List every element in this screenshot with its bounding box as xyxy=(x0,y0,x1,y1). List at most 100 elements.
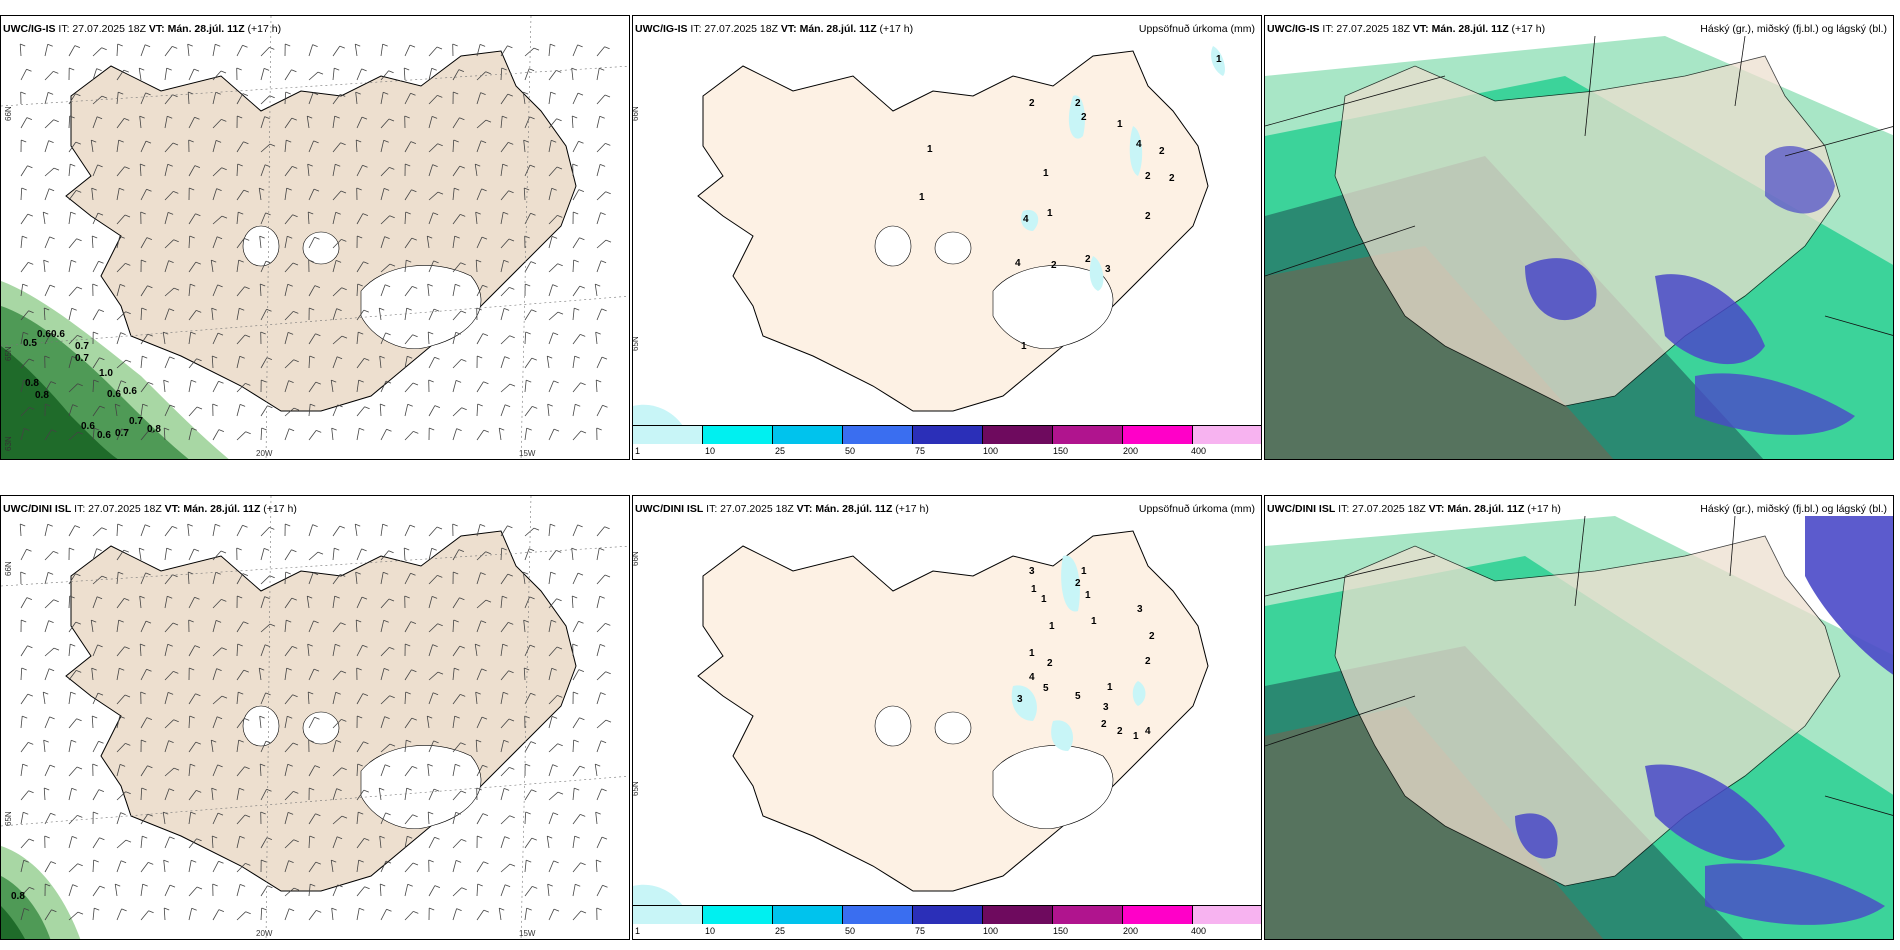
value-label: 3 xyxy=(1105,264,1111,275)
wind-map-canvas xyxy=(1,496,629,939)
value-label: 5 xyxy=(1043,683,1049,694)
value-label: 1 xyxy=(1043,168,1049,179)
cloud-map-canvas xyxy=(1265,515,1893,939)
value-label: 1 xyxy=(927,144,933,155)
value-label: 2 xyxy=(1085,254,1091,265)
colorbar-cell xyxy=(1053,426,1123,444)
colorbar-cell xyxy=(703,906,773,924)
colorbar-label: 1 xyxy=(635,926,641,936)
lat-label: 66N xyxy=(632,106,640,121)
colorbar-label: 400 xyxy=(1191,926,1207,936)
precip-colorbar: 1 10 25 50 75 100 150 200 400 xyxy=(633,425,1261,459)
cloud-map-panel-igis: UWC/IG-IS IT: 27.07.2025 18Z VT: Mán. 28… xyxy=(1264,15,1894,460)
value-label: 5 xyxy=(1075,691,1081,702)
value-label: 1 xyxy=(1107,682,1113,693)
value-label: 0.7 xyxy=(75,341,89,352)
precip-map-panel-dini: UWC/DINI ISL IT: 27.07.2025 18Z VT: Mán.… xyxy=(632,495,1262,940)
value-label: 2 xyxy=(1117,726,1123,737)
colorbar-cell xyxy=(633,426,703,444)
lat-label: 65N xyxy=(4,811,13,826)
value-label: 0.6 xyxy=(37,329,51,340)
wind-map-canvas xyxy=(1,16,629,459)
colorbar-cell xyxy=(843,426,913,444)
lon-label: 15W xyxy=(519,929,536,938)
colorbar-cell xyxy=(773,426,843,444)
precip-map-canvas xyxy=(633,46,1225,427)
value-label: 4 xyxy=(1145,726,1151,737)
lat-label: 65N xyxy=(4,346,13,361)
value-label: 1 xyxy=(1021,341,1027,352)
precip-map-panel-igis: UWC/IG-IS IT: 27.07.2025 18Z VT: Mán. 28… xyxy=(632,15,1262,460)
value-label: 0.8 xyxy=(11,891,25,902)
panel-title: UWC/IG-IS IT: 27.07.2025 18Z VT: Mán. 28… xyxy=(635,23,914,35)
value-label: 2 xyxy=(1149,631,1155,642)
value-label: 3 xyxy=(1029,566,1035,577)
value-label: 2 xyxy=(1029,98,1035,109)
value-label: 0.7 xyxy=(115,428,129,439)
colorbar-cell xyxy=(633,906,703,924)
cloud-map-canvas xyxy=(1265,35,1893,459)
panel-title: UWC/DINI ISL IT: 27.07.2025 18Z VT: Mán.… xyxy=(1267,503,1561,515)
colorbar-label: 10 xyxy=(705,446,716,456)
value-label: 1 xyxy=(1133,731,1139,742)
colorbar-label: 25 xyxy=(775,926,786,936)
colorbar-label: 10 xyxy=(705,926,716,936)
colorbar-cell xyxy=(843,906,913,924)
wind-map-panel-dini: UWC/DINI ISL IT: 27.07.2025 18Z VT: Mán.… xyxy=(0,495,630,940)
colorbar-label: 75 xyxy=(915,446,926,456)
value-label: 0.6 xyxy=(107,389,121,400)
colorbar-cell xyxy=(913,426,983,444)
value-label: 3 xyxy=(1103,702,1109,713)
colorbar-label: 50 xyxy=(845,926,856,936)
value-label: 2 xyxy=(1051,260,1057,271)
lon-label: 20W xyxy=(256,449,273,458)
lat-label: 65N xyxy=(632,781,640,796)
value-label: 1.0 xyxy=(99,368,113,379)
colorbar-label: 25 xyxy=(775,446,786,456)
wind-map-panel-igis: UWC/IG-IS IT: 27.07.2025 18Z VT: Mán. 28… xyxy=(0,15,630,460)
value-label: 2 xyxy=(1145,171,1151,182)
lon-label: 20W xyxy=(256,929,273,938)
precip-map-canvas xyxy=(633,530,1209,907)
value-label: 0.8 xyxy=(35,390,49,401)
value-label: 2 xyxy=(1145,211,1151,222)
colorbar-label: 150 xyxy=(1053,446,1069,456)
value-label: 0.6 xyxy=(51,329,65,340)
value-label: 4 xyxy=(1023,214,1029,225)
panel-variable-label: Háský (gr.), miðský (fj.bl.) og lágský (… xyxy=(1700,503,1887,515)
colorbar-cell xyxy=(773,906,843,924)
value-label: 1 xyxy=(919,192,925,203)
value-label: 1 xyxy=(1029,648,1035,659)
colorbar-label: 75 xyxy=(915,926,926,936)
lat-label: 66N xyxy=(4,561,13,576)
value-label: 0.6 xyxy=(123,386,137,397)
value-label: 4 xyxy=(1136,139,1142,150)
value-label: 1 xyxy=(1047,208,1053,219)
colorbar-cell xyxy=(983,426,1053,444)
value-label: 2 xyxy=(1047,658,1053,669)
value-label: 1 xyxy=(1216,54,1222,65)
value-label: 1 xyxy=(1049,621,1055,632)
value-label: 0.7 xyxy=(129,416,143,427)
colorbar-cell xyxy=(983,906,1053,924)
colorbar-label: 50 xyxy=(845,446,856,456)
value-label: 1 xyxy=(1091,616,1097,627)
value-label: 1 xyxy=(1117,119,1123,130)
value-label: 3 xyxy=(1137,604,1143,615)
lon-label: 15W xyxy=(519,449,536,458)
panel-variable-label: Uppsöfnuð úrkoma (mm) xyxy=(1138,23,1255,35)
value-label: 0.8 xyxy=(147,424,161,435)
value-label: 1 xyxy=(1085,590,1091,601)
panel-variable-label: Háský (gr.), miðský (fj.bl.) og lágský (… xyxy=(1700,23,1887,35)
value-label: 0.7 xyxy=(75,353,89,364)
value-label: 1 xyxy=(1031,584,1037,595)
lat-label: 66N xyxy=(632,551,640,566)
colorbar-label: 400 xyxy=(1191,446,1207,456)
panel-title: UWC/IG-IS IT: 27.07.2025 18Z VT: Mán. 28… xyxy=(3,23,282,35)
panel-variable-label: Uppsöfnuð úrkoma (mm) xyxy=(1138,503,1255,515)
colorbar-label: 150 xyxy=(1053,926,1069,936)
panel-title: UWC/DINI ISL IT: 27.07.2025 18Z VT: Mán.… xyxy=(3,503,297,515)
colorbar-label: 200 xyxy=(1123,446,1139,456)
value-label: 2 xyxy=(1159,146,1165,157)
colorbar-label: 1 xyxy=(635,446,641,456)
